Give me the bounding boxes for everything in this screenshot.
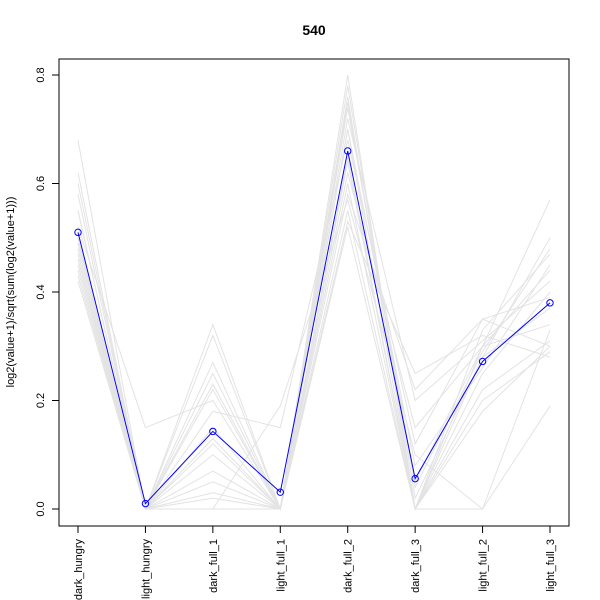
data-point-dark_full_1: [209, 427, 217, 436]
background-series-line-11: [77, 192, 551, 510]
data-point-dark_hungry: [74, 228, 82, 237]
background-series-line-13: [77, 219, 551, 510]
x-tick-label: light_full_3: [545, 539, 557, 592]
x-axis: dark_hungry light_hungry dark_full_1 light_…: [73, 525, 557, 600]
background-series-line-5: [77, 118, 551, 511]
data-point-light_full_1: [276, 488, 284, 496]
background-series-line-2: [77, 85, 551, 511]
y-tick-label: 0.8: [35, 67, 47, 82]
y-axis-label: log2(value+1)/sqrt(sum(log2(value+1))): [5, 197, 17, 388]
y-tick-label: 0.2: [35, 393, 47, 408]
background-series-line-14: [77, 226, 551, 511]
x-tick-label: light_full_1: [275, 539, 287, 592]
data-point-light_full_3: [546, 299, 554, 307]
chart-title: 540: [302, 22, 326, 38]
x-tick-label: dark_full_1: [208, 539, 220, 593]
background-series-line-10: [77, 183, 551, 511]
highlight-series-group: [74, 147, 554, 508]
background-series-line-1: [77, 74, 551, 511]
data-point-light_full_2: [478, 357, 487, 366]
y-tick-label: 0.0: [35, 501, 47, 516]
background-series-group: [77, 74, 551, 511]
background-series-line-7: [77, 139, 551, 511]
x-tick-label: dark_full_3: [410, 539, 422, 593]
y-axis: 0.0 0.2 0.4 0.6 0.8: [35, 67, 60, 517]
data-point-dark_full_2: [344, 147, 352, 155]
x-tick-label: light_hungry: [140, 539, 152, 599]
x-tick-label: dark_hungry: [73, 539, 85, 600]
background-series-line-9: [77, 172, 551, 511]
background-series-line-18: [77, 102, 551, 511]
data-point-light_hungry: [141, 499, 150, 508]
x-tick-label: light_full_2: [478, 539, 490, 592]
background-series-line-8: [77, 156, 551, 511]
data-point-dark_full_3: [411, 474, 419, 483]
y-tick-label: 0.6: [35, 176, 47, 191]
x-tick-label: dark_full_2: [343, 539, 355, 593]
y-tick-label: 0.4: [35, 284, 47, 299]
background-series-line-12: [77, 210, 551, 511]
highlight-series-line: [77, 150, 551, 505]
background-series-line-16: [77, 161, 551, 510]
